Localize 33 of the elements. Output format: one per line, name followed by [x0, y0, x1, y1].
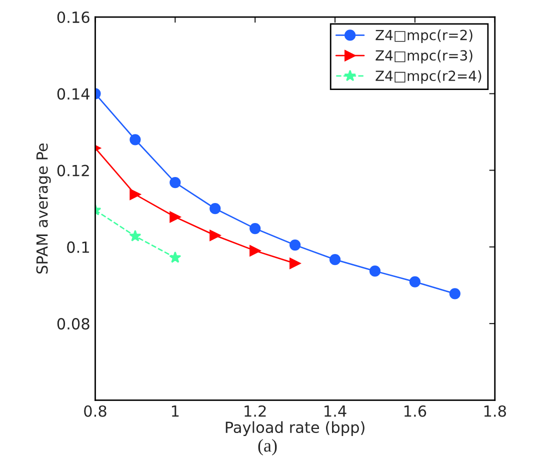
y-tick-label: 0.14 — [57, 88, 90, 100]
point — [210, 203, 221, 214]
x-tick-label: 1.2 — [244, 405, 266, 417]
x-tick-label: 1 — [172, 406, 179, 417]
point — [129, 230, 142, 242]
y-axis-title: SPAM average Pe — [36, 143, 51, 274]
point — [250, 222, 261, 234]
point — [169, 251, 182, 263]
y-tick-label: 0.1 — [67, 241, 89, 253]
point — [130, 134, 141, 146]
point — [130, 188, 141, 200]
point — [170, 211, 181, 223]
x-tick-label: 1.6 — [404, 405, 426, 417]
point — [329, 254, 341, 266]
legend-label: Z4□mpc(r2=4) — [376, 70, 482, 84]
point — [210, 230, 221, 241]
x-tick-label: 0.8 — [84, 405, 106, 417]
legend-label: Z4□mpc(r=2) — [376, 30, 472, 43]
point — [409, 276, 420, 288]
legend-label: Z4□mpc(r=3) — [376, 50, 472, 64]
y-tick-label: 0.16 — [57, 11, 90, 24]
point — [289, 258, 301, 269]
point — [289, 239, 301, 251]
point — [449, 288, 460, 300]
text: (a) — [258, 439, 277, 456]
x-tick-label: 1.4 — [324, 406, 346, 417]
x-axis-title: Payload rate (bpp) — [226, 421, 364, 436]
y-tick-label: 0.12 — [57, 164, 89, 176]
x-tick-label: 1.8 — [484, 405, 506, 417]
point — [369, 266, 381, 277]
y-tick-label: 0.08 — [57, 318, 90, 330]
point — [250, 245, 261, 256]
point — [170, 177, 181, 188]
